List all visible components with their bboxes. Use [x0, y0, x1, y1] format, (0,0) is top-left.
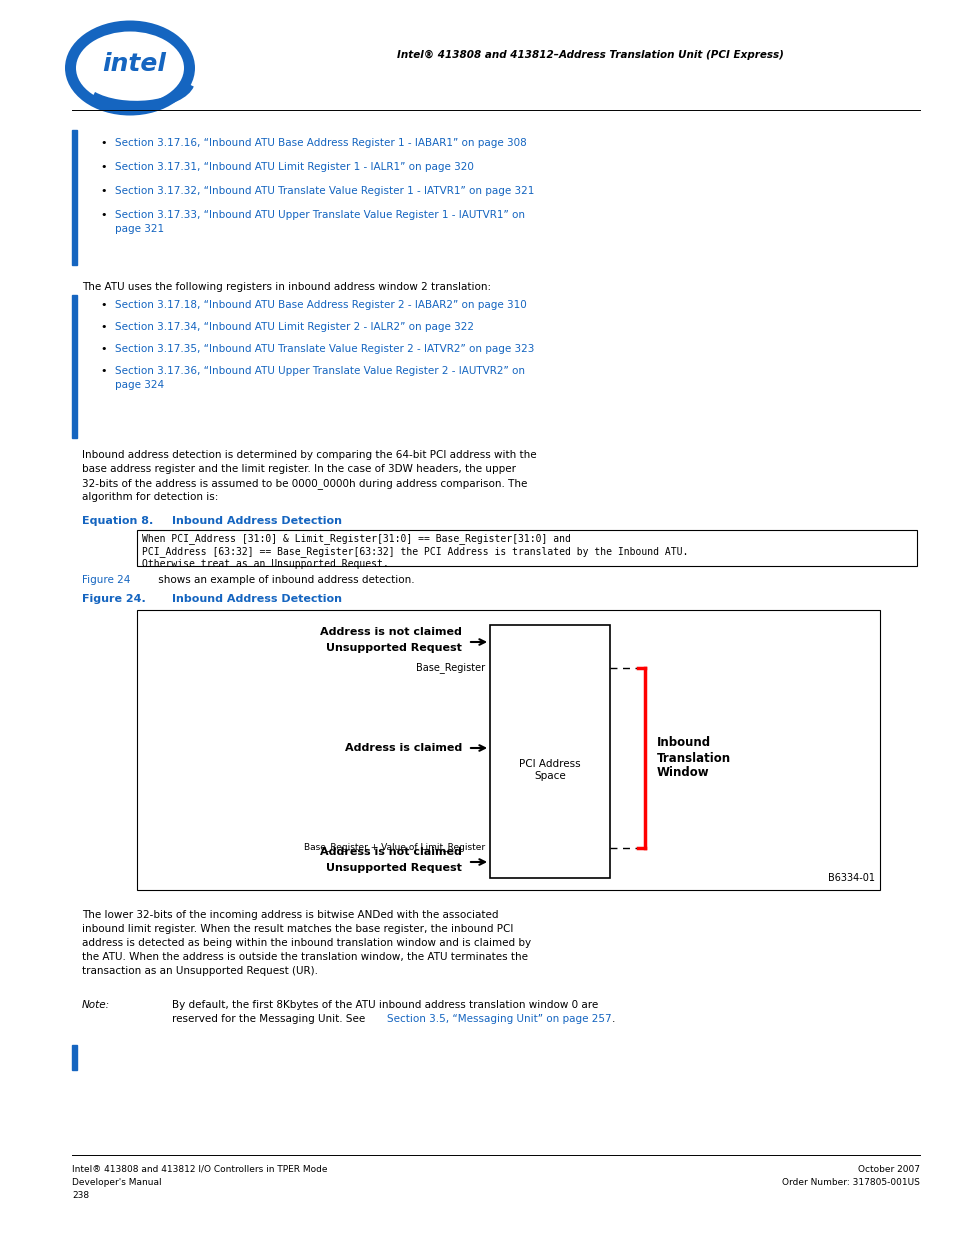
Text: Base_Register + Value of Limit_Register: Base_Register + Value of Limit_Register — [304, 844, 484, 852]
Text: Section 3.17.31, “Inbound ATU Limit Register 1 - IALR1” on page 320: Section 3.17.31, “Inbound ATU Limit Regi… — [115, 162, 474, 172]
Text: 238: 238 — [71, 1191, 89, 1200]
Text: •: • — [100, 300, 107, 310]
Text: Order Number: 317805-001US: Order Number: 317805-001US — [781, 1178, 919, 1187]
Text: Developer's Manual: Developer's Manual — [71, 1178, 161, 1187]
Text: •: • — [100, 210, 107, 220]
Text: Unsupported Request: Unsupported Request — [326, 863, 461, 873]
Text: page 324: page 324 — [115, 380, 164, 390]
Text: Figure 24: Figure 24 — [82, 576, 131, 585]
Bar — [71, 1045, 77, 1070]
Bar — [137, 610, 879, 890]
Text: Inbound
Translation
Window: Inbound Translation Window — [657, 736, 730, 779]
Text: Equation 8.: Equation 8. — [82, 516, 153, 526]
Bar — [490, 625, 609, 878]
Text: Section 3.17.34, “Inbound ATU Limit Register 2 - IALR2” on page 322: Section 3.17.34, “Inbound ATU Limit Regi… — [115, 322, 474, 332]
Text: Section 3.17.35, “Inbound ATU Translate Value Register 2 - IATVR2” on page 323: Section 3.17.35, “Inbound ATU Translate … — [115, 345, 534, 354]
Bar — [71, 130, 77, 266]
Text: B6334-01: B6334-01 — [827, 873, 874, 883]
Text: 32-bits of the address is assumed to be 0000_0000h during address comparison. Th: 32-bits of the address is assumed to be … — [82, 478, 527, 489]
Text: The lower 32-bits of the incoming address is bitwise ANDed with the associated: The lower 32-bits of the incoming addres… — [82, 910, 498, 920]
Text: The ATU uses the following registers in inbound address window 2 translation:: The ATU uses the following registers in … — [82, 282, 491, 291]
Text: Inbound address detection is determined by comparing the 64-bit PCI address with: Inbound address detection is determined … — [82, 450, 536, 459]
Text: .: . — [612, 1014, 615, 1024]
Text: Section 3.17.18, “Inbound ATU Base Address Register 2 - IABAR2” on page 310: Section 3.17.18, “Inbound ATU Base Addre… — [115, 300, 526, 310]
Text: •: • — [100, 162, 107, 172]
Ellipse shape — [65, 21, 194, 116]
Text: Inbound Address Detection: Inbound Address Detection — [172, 594, 341, 604]
Text: Otherwise treat as an Unsupported Request.: Otherwise treat as an Unsupported Reques… — [142, 559, 388, 569]
Text: Section 3.5, “Messaging Unit” on page 257: Section 3.5, “Messaging Unit” on page 25… — [387, 1014, 611, 1024]
Text: transaction as an Unsupported Request (UR).: transaction as an Unsupported Request (U… — [82, 966, 317, 976]
Text: reserved for the Messaging Unit. See: reserved for the Messaging Unit. See — [172, 1014, 368, 1024]
Text: Section 3.17.32, “Inbound ATU Translate Value Register 1 - IATVR1” on page 321: Section 3.17.32, “Inbound ATU Translate … — [115, 186, 534, 196]
Text: •: • — [100, 345, 107, 354]
Text: Base_Register: Base_Register — [416, 662, 484, 673]
Text: the ATU. When the address is outside the translation window, the ATU terminates : the ATU. When the address is outside the… — [82, 952, 527, 962]
Text: address is detected as being within the inbound translation window and is claime: address is detected as being within the … — [82, 939, 531, 948]
Text: Unsupported Request: Unsupported Request — [326, 643, 461, 653]
Text: ®: ® — [172, 40, 181, 48]
Text: •: • — [100, 366, 107, 375]
Text: Intel® 413808 and 413812–Address Translation Unit (PCI Express): Intel® 413808 and 413812–Address Transla… — [396, 49, 782, 61]
Text: Inbound Address Detection: Inbound Address Detection — [172, 516, 341, 526]
Text: PCI Address
Space: PCI Address Space — [518, 760, 580, 781]
Ellipse shape — [76, 32, 184, 105]
Bar — [137, 530, 916, 566]
Text: By default, the first 8Kbytes of the ATU inbound address translation window 0 ar: By default, the first 8Kbytes of the ATU… — [172, 1000, 598, 1010]
Text: algorithm for detection is:: algorithm for detection is: — [82, 492, 218, 501]
Text: Address is not claimed: Address is not claimed — [320, 847, 461, 857]
Text: Section 3.17.16, “Inbound ATU Base Address Register 1 - IABAR1” on page 308: Section 3.17.16, “Inbound ATU Base Addre… — [115, 138, 526, 148]
Text: intel: intel — [102, 52, 166, 77]
Text: Section 3.17.36, “Inbound ATU Upper Translate Value Register 2 - IAUTVR2” on: Section 3.17.36, “Inbound ATU Upper Tran… — [115, 366, 524, 375]
Text: page 321: page 321 — [115, 224, 164, 233]
Text: October 2007: October 2007 — [857, 1165, 919, 1174]
Text: Intel® 413808 and 413812 I/O Controllers in TPER Mode: Intel® 413808 and 413812 I/O Controllers… — [71, 1165, 327, 1174]
Bar — [71, 295, 77, 438]
Text: •: • — [100, 138, 107, 148]
Text: •: • — [100, 186, 107, 196]
Text: •: • — [100, 322, 107, 332]
Text: base address register and the limit register. In the case of 3DW headers, the up: base address register and the limit regi… — [82, 464, 516, 474]
Text: Address is not claimed: Address is not claimed — [320, 627, 461, 637]
Text: Address is claimed: Address is claimed — [344, 743, 461, 753]
Text: inbound limit register. When the result matches the base register, the inbound P: inbound limit register. When the result … — [82, 924, 513, 934]
Text: shows an example of inbound address detection.: shows an example of inbound address dete… — [154, 576, 415, 585]
Text: When PCI_Address [31:0] & Limit_Register[31:0] == Base_Register[31:0] and: When PCI_Address [31:0] & Limit_Register… — [142, 534, 570, 543]
Text: PCI_Address [63:32] == Base_Register[63:32] the PCI Address is translated by the: PCI_Address [63:32] == Base_Register[63:… — [142, 546, 688, 557]
Text: Section 3.17.33, “Inbound ATU Upper Translate Value Register 1 - IAUTVR1” on: Section 3.17.33, “Inbound ATU Upper Tran… — [115, 210, 524, 220]
Text: Note:: Note: — [82, 1000, 110, 1010]
Text: Figure 24.: Figure 24. — [82, 594, 146, 604]
